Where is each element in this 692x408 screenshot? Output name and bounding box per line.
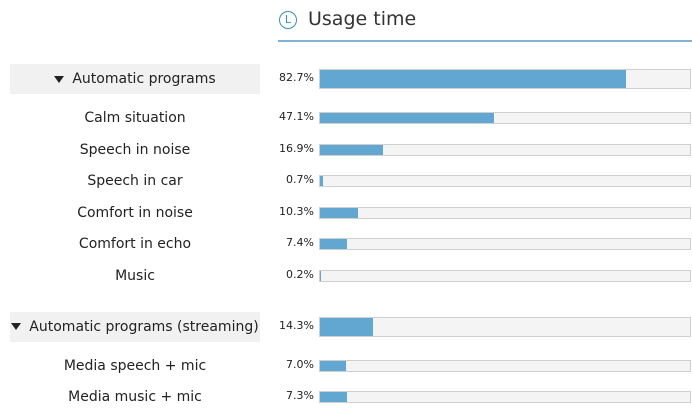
value-label: 82.7% [279, 71, 314, 84]
bar-track [319, 238, 691, 251]
title: Usage time [308, 8, 417, 30]
bar-track [319, 206, 691, 219]
value-label: 0.2% [286, 268, 314, 281]
label-text: Automatic programs (streaming) [29, 318, 259, 335]
bar-track [319, 316, 691, 337]
value-label: 14.3% [279, 318, 314, 332]
bar [320, 271, 321, 281]
value-label: 7.4% [286, 236, 314, 250]
item-label: Speech in car [10, 170, 260, 192]
bar-track [319, 391, 691, 404]
value-label: 0.7% [286, 173, 314, 187]
label-text: Speech in car [87, 173, 183, 190]
divider [278, 40, 692, 42]
bar [320, 392, 347, 403]
group-label: Automatic programs [10, 64, 260, 94]
item-label: Comfort in echo [10, 233, 260, 255]
item-label: Music [10, 265, 260, 287]
bar [320, 360, 346, 371]
item-label: Speech in noise [10, 139, 260, 161]
label-text: Media music + mic [68, 389, 202, 406]
value-label: 16.9% [279, 141, 314, 155]
bar [320, 207, 359, 218]
item-label: Media music + mic [10, 386, 260, 408]
bar-track [319, 69, 691, 89]
bar [320, 70, 626, 88]
item-label: Comfort in noise [10, 202, 260, 224]
item-label: Calm situation [10, 107, 260, 129]
value-label: 10.3% [279, 204, 314, 218]
bar [320, 239, 348, 250]
bar-track [319, 359, 691, 372]
label-text: Music [115, 268, 155, 284]
label-text: Calm situation [84, 110, 186, 126]
bar-track [319, 175, 691, 188]
label-text: Comfort in echo [78, 236, 192, 253]
icon: L [279, 11, 297, 29]
bar [320, 113, 495, 123]
value-label: 7.0% [286, 357, 314, 371]
expand-icon [54, 75, 65, 83]
bar-track [319, 143, 691, 156]
bar-track [319, 270, 691, 282]
bar [320, 176, 323, 187]
label-text: Speech in noise [79, 141, 191, 158]
item-label: Media speech + mic [10, 355, 260, 377]
bar-track [319, 112, 691, 124]
label-text: Media speech + mic [63, 357, 207, 374]
bar [320, 144, 383, 155]
expand-icon [11, 323, 22, 331]
label-text: Automatic programs [72, 71, 216, 87]
label-text: Comfort in noise [77, 204, 193, 221]
value-label: 7.3% [286, 389, 314, 403]
bar [320, 317, 373, 336]
value-label: 47.1% [279, 110, 314, 123]
group-label: Automatic programs (streaming) [10, 311, 260, 342]
